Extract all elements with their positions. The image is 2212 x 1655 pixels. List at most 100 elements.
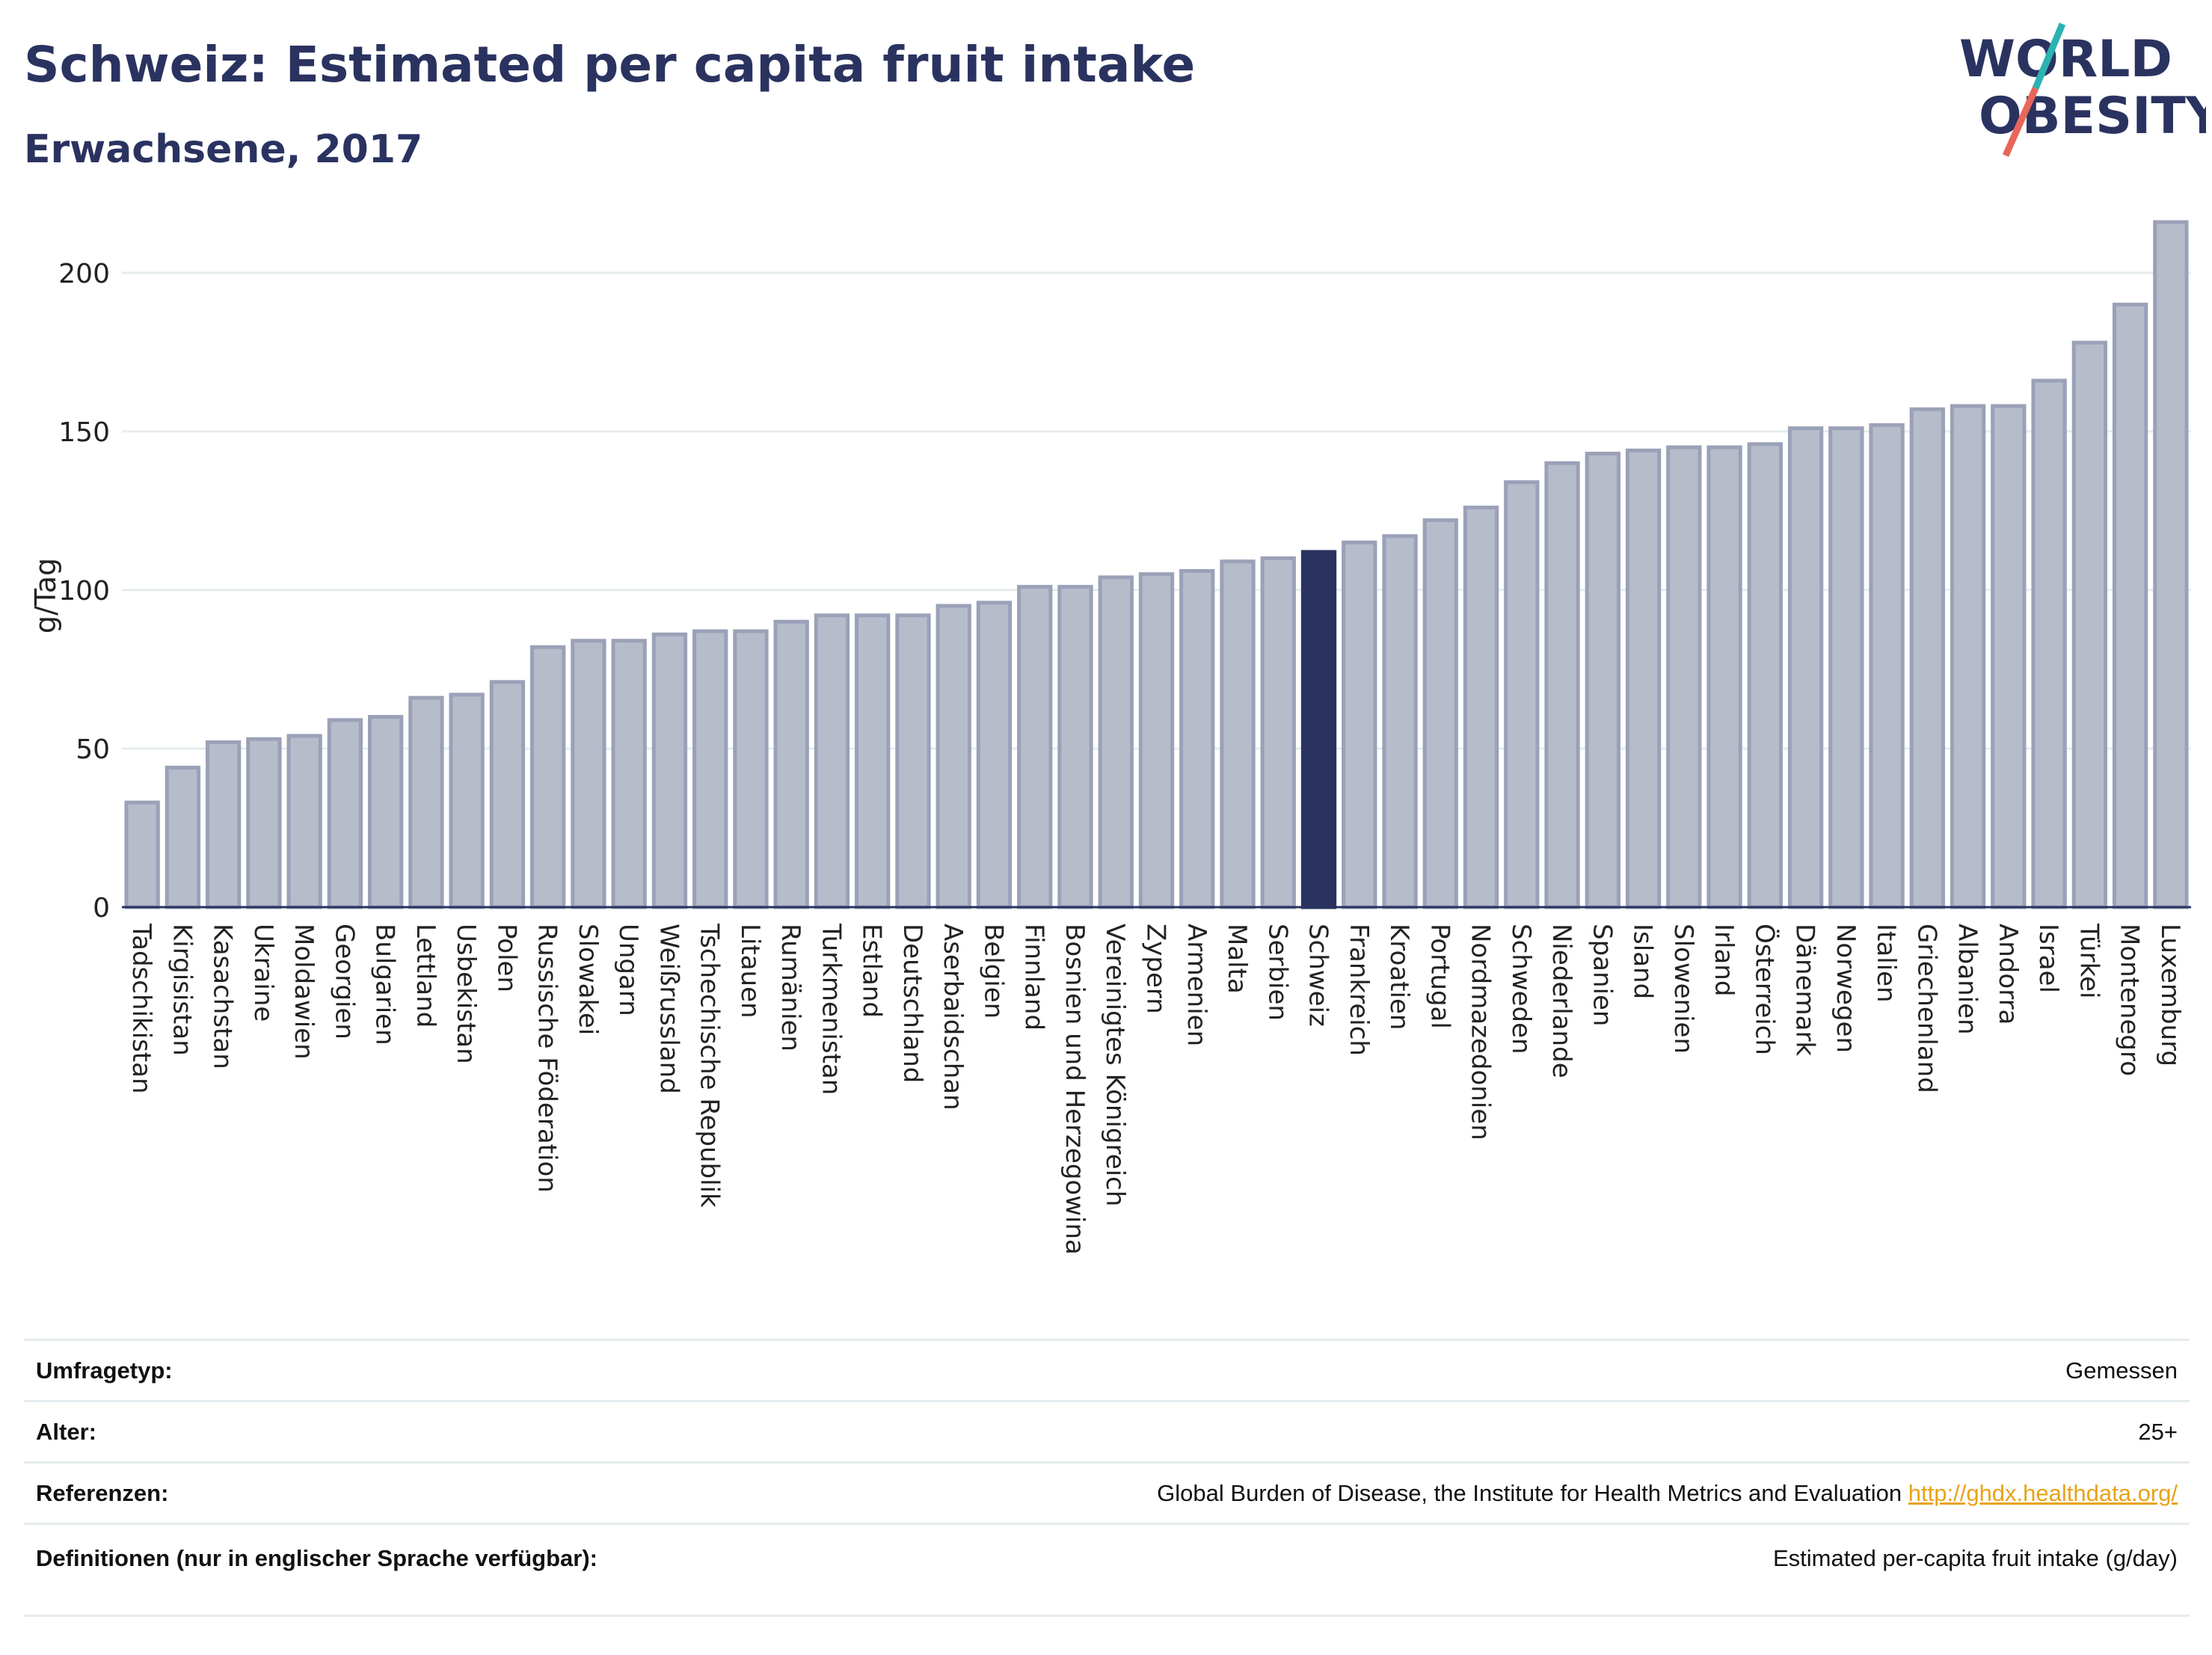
bar-österreich bbox=[1747, 442, 1783, 909]
x-category-label: Rumänien bbox=[775, 924, 805, 1051]
meta-row-references: Referenzen: Global Burden of Disease, th… bbox=[24, 1461, 2190, 1523]
logo-line-1: WORLD bbox=[1959, 30, 2172, 89]
bar-deutschland bbox=[895, 613, 931, 909]
meta-value: Gemessen bbox=[2065, 1357, 2178, 1384]
y-tick-label: 150 bbox=[58, 417, 110, 448]
x-category-label: Moldawien bbox=[289, 924, 319, 1060]
x-category-label: Russische Föderation bbox=[532, 924, 562, 1193]
bar-kasachstan bbox=[205, 740, 242, 909]
bar-kirgisistan bbox=[165, 765, 201, 909]
x-category-label: Belgien bbox=[978, 924, 1008, 1019]
x-category-label: Litauen bbox=[735, 924, 765, 1019]
x-category-label: Aserbaidschan bbox=[938, 924, 968, 1111]
bar-frankreich bbox=[1342, 540, 1377, 909]
meta-key: Referenzen: bbox=[36, 1479, 169, 1506]
x-category-label: Schweiz bbox=[1303, 924, 1333, 1027]
logo-slash-coral bbox=[2002, 87, 2039, 157]
bar-island bbox=[1625, 448, 1662, 909]
x-category-label: Nordmazedonien bbox=[1466, 924, 1496, 1140]
x-category-label: Zypern bbox=[1141, 924, 1171, 1014]
x-category-label: Bosnien und Herzegowina bbox=[1060, 924, 1090, 1255]
x-category-label: Slowenien bbox=[1668, 924, 1698, 1054]
bar-ukraine bbox=[246, 737, 282, 909]
bar-tschechische-republik bbox=[692, 629, 728, 909]
x-category-label: Turkmenistan bbox=[816, 923, 846, 1095]
bar-usbekistan bbox=[449, 693, 485, 909]
bar-schweiz bbox=[1300, 550, 1337, 909]
reference-link[interactable]: http://ghdx.healthdata.org/ bbox=[1908, 1479, 2178, 1506]
x-category-label: Estland bbox=[857, 924, 887, 1018]
x-category-label: Tschechische Republik bbox=[695, 923, 725, 1208]
logo-slash-teal bbox=[2032, 22, 2066, 90]
chart-title: Schweiz: Estimated per capita fruit inta… bbox=[24, 36, 1196, 93]
bar-moldawien bbox=[286, 734, 322, 909]
bar-weißrussland bbox=[651, 632, 688, 909]
bar-albanien bbox=[1950, 404, 1986, 909]
x-category-label: Finnland bbox=[1019, 924, 1049, 1031]
x-category-label: Albanien bbox=[1953, 924, 1982, 1035]
bar-slowenien bbox=[1666, 445, 1702, 909]
x-category-label: Kroatien bbox=[1384, 924, 1414, 1030]
x-category-label: Griechenland bbox=[1911, 924, 1941, 1093]
x-category-label: Österreich bbox=[1749, 924, 1780, 1055]
bar-estland bbox=[855, 613, 891, 909]
bar-schweden bbox=[1504, 480, 1540, 909]
bar-litauen bbox=[733, 629, 769, 909]
bar-finnland bbox=[1017, 585, 1053, 909]
bar-russische-föderation bbox=[530, 645, 566, 909]
x-category-label: Schweden bbox=[1506, 924, 1536, 1054]
bar-belgien bbox=[976, 601, 1013, 909]
bar-griechenland bbox=[1909, 407, 1946, 909]
x-category-label: Spanien bbox=[1587, 924, 1617, 1026]
bar-niederlande bbox=[1544, 461, 1580, 909]
x-category-label: Portugal bbox=[1425, 924, 1454, 1029]
bar-irland bbox=[1706, 445, 1742, 909]
bar-israel bbox=[2031, 378, 2067, 909]
x-category-label: Frankreich bbox=[1344, 924, 1374, 1056]
bar-serbien bbox=[1260, 556, 1296, 909]
x-category-label: Bulgarien bbox=[370, 924, 400, 1045]
meta-value: Global Burden of Disease, the Institute … bbox=[1157, 1479, 1902, 1506]
bar-andorra bbox=[1991, 404, 2027, 909]
x-category-label: Kirgisistan bbox=[167, 924, 197, 1056]
bar-lettland bbox=[408, 696, 444, 909]
meta-value: Estimated per-capita fruit intake (g/day… bbox=[1772, 1545, 2178, 1571]
x-category-label: Malta bbox=[1222, 924, 1252, 994]
x-category-label: Weißrussland bbox=[654, 924, 683, 1094]
meta-row-age: Alter: 25+ bbox=[24, 1400, 2190, 1461]
bar-georgien bbox=[327, 718, 363, 909]
y-tick-label: 50 bbox=[76, 734, 110, 765]
x-category-label: Andorra bbox=[1993, 924, 2023, 1025]
bar-portugal bbox=[1422, 518, 1458, 909]
x-category-label: Norwegen bbox=[1831, 924, 1861, 1053]
meta-value: 25+ bbox=[2138, 1418, 2178, 1445]
x-category-label: Serbien bbox=[1262, 924, 1292, 1021]
y-tick-label: 200 bbox=[58, 259, 110, 289]
y-tick-label: 100 bbox=[58, 576, 110, 607]
x-category-label: Türkei bbox=[2074, 923, 2104, 998]
meta-row-definitions: Definitionen (nur in englischer Sprache … bbox=[24, 1523, 2190, 1617]
bar-türkei bbox=[2071, 340, 2108, 909]
bar-nordmazedonien bbox=[1463, 506, 1499, 909]
x-category-label: Irland bbox=[1709, 924, 1739, 996]
bar-aserbaidschan bbox=[936, 604, 971, 909]
meta-row-survey-type: Umfragetyp: Gemessen bbox=[24, 1339, 2190, 1400]
x-category-label: Island bbox=[1628, 924, 1658, 999]
bar-slowakei bbox=[571, 639, 606, 909]
x-category-label: Israel bbox=[2033, 924, 2063, 993]
meta-key: Definitionen (nur in englischer Sprache … bbox=[36, 1545, 597, 1571]
x-category-label: Kasachstan bbox=[208, 924, 238, 1069]
x-category-label: Georgien bbox=[329, 924, 359, 1040]
meta-key: Alter: bbox=[36, 1418, 96, 1445]
x-category-label: Polen bbox=[491, 924, 521, 992]
meta-key: Umfragetyp: bbox=[36, 1357, 173, 1384]
x-category-label: Italien bbox=[1871, 924, 1901, 1003]
meta-value-container: Global Burden of Disease, the Institute … bbox=[1157, 1478, 2178, 1509]
bar-polen bbox=[489, 680, 526, 909]
x-category-label: Montenegro bbox=[2115, 924, 2145, 1076]
world-obesity-logo: WORLD OBESITY bbox=[1959, 22, 2206, 157]
x-category-label: Ungarn bbox=[613, 924, 643, 1016]
bar-armenien bbox=[1179, 568, 1215, 909]
x-category-label: Vereinigtes Königreich bbox=[1100, 924, 1130, 1206]
x-category-label: Niederlande bbox=[1546, 924, 1576, 1078]
